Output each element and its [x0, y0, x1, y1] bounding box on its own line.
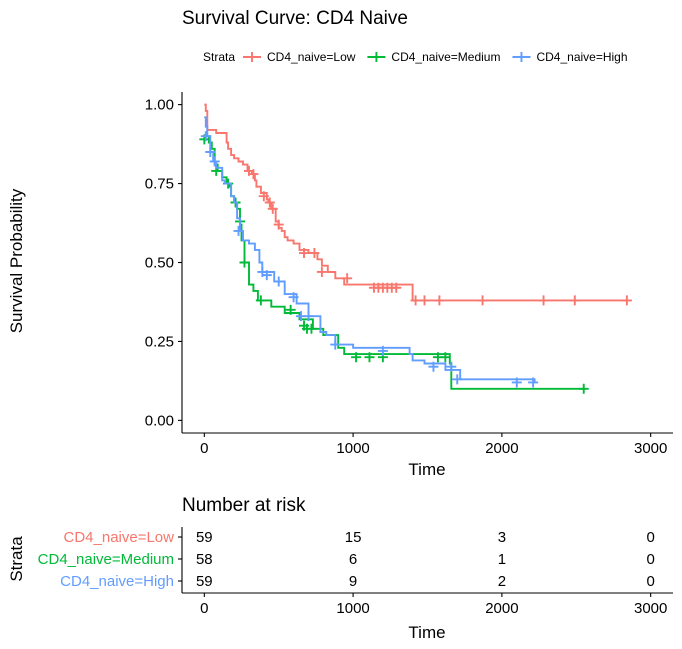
risk-table-y-label: Strata — [7, 536, 26, 582]
censor-mark — [364, 352, 375, 363]
risk-row-label: CD4_naive=Medium — [38, 551, 174, 568]
censor-mark — [264, 197, 275, 208]
x-tick-label: 2000 — [485, 440, 518, 457]
risk-table-title: Number at risk — [182, 495, 306, 516]
risk-row-label: CD4_naive=Low — [64, 529, 175, 546]
legend-item: CD4_naive=Low — [243, 50, 356, 64]
censor-mark — [205, 146, 216, 157]
censor-mark — [377, 345, 388, 356]
risk-x-tick-label: 0 — [200, 600, 208, 617]
risk-count: 0 — [647, 551, 655, 568]
censor-mark — [258, 191, 269, 202]
y-tick-label: 1.00 — [145, 97, 174, 114]
x-axis-label: Time — [408, 460, 445, 479]
risk-row-label: CD4_naive=High — [60, 573, 174, 590]
censor-mark — [569, 295, 580, 306]
censor-mark — [511, 377, 522, 388]
censor-mark — [303, 311, 314, 322]
plot-axes: 0.00 0.25 0.50 0.75 1.00 0 1000 2000 3000 — [145, 92, 673, 457]
censor-mark — [299, 248, 310, 259]
censor-mark — [309, 248, 320, 259]
censor-mark — [440, 352, 451, 363]
series-0 — [204, 103, 632, 306]
legend-key-mark — [371, 52, 382, 62]
censor-mark — [267, 203, 278, 214]
legend: Strata CD4_naive=Low CD4_naive=Medium CD4_n… — [203, 50, 628, 64]
censor-mark — [428, 361, 439, 372]
censor-mark — [306, 323, 317, 334]
risk-x-tick-label: 1000 — [336, 600, 369, 617]
risk-count: 6 — [349, 551, 357, 568]
y-tick-label: 0.25 — [145, 333, 174, 350]
censor-mark — [621, 295, 632, 306]
risk-count: 59 — [196, 529, 213, 546]
legend-label: CD4_naive=High — [536, 50, 627, 64]
censor-mark — [285, 304, 296, 315]
censor-mark — [288, 292, 299, 303]
series-line — [204, 103, 630, 302]
censor-mark — [446, 361, 457, 372]
censor-mark — [528, 377, 539, 388]
x-tick-label: 0 — [200, 440, 208, 457]
risk-count: 9 — [349, 573, 357, 590]
series-line — [204, 116, 536, 383]
censor-mark — [477, 295, 488, 306]
chart-title: Survival Curve: CD4 Naive — [182, 8, 408, 29]
censor-mark — [261, 270, 272, 281]
censor-mark — [452, 374, 463, 385]
risk-count: 0 — [647, 529, 655, 546]
risk-count: 0 — [647, 573, 655, 590]
y-axis-label: Survival Probability — [7, 188, 26, 333]
censor-mark — [419, 295, 430, 306]
risk-count: 15 — [345, 529, 362, 546]
censor-mark — [538, 295, 549, 306]
risk-x-tick-label: 2000 — [485, 600, 518, 617]
risk-count: 58 — [196, 551, 213, 568]
legend-title: Strata — [203, 50, 235, 64]
risk-count: 3 — [498, 529, 506, 546]
censor-mark — [273, 219, 284, 230]
legend-label: CD4_naive=Low — [267, 50, 356, 64]
y-tick-label: 0.75 — [145, 176, 174, 193]
series-2 — [200, 116, 539, 388]
risk-count: 59 — [196, 573, 213, 590]
risk-count: 2 — [498, 573, 506, 590]
censor-mark — [351, 352, 362, 363]
y-tick-label: 0.50 — [145, 255, 174, 272]
legend-key-mark — [516, 52, 527, 62]
censor-mark — [239, 257, 250, 268]
censor-mark — [233, 225, 244, 236]
censor-mark — [391, 282, 402, 293]
y-tick-label: 0.00 — [145, 412, 174, 429]
censor-mark — [273, 276, 284, 287]
legend-key-mark — [247, 52, 258, 62]
censor-mark — [434, 295, 445, 306]
censor-mark — [342, 273, 353, 284]
censor-mark — [248, 169, 259, 180]
legend-item: CD4_naive=Medium — [367, 50, 500, 64]
risk-table-x-label: Time — [408, 623, 445, 642]
censor-mark — [255, 295, 266, 306]
plot-curves — [199, 103, 632, 394]
censor-mark — [200, 131, 211, 142]
censor-mark — [330, 339, 341, 350]
censor-mark — [316, 266, 327, 277]
legend-item: CD4_naive=High — [512, 50, 628, 64]
x-tick-label: 1000 — [336, 440, 369, 457]
legend-label: CD4_naive=Medium — [391, 50, 500, 64]
censor-mark — [578, 383, 589, 394]
risk-count: 1 — [498, 551, 506, 568]
censor-mark — [410, 295, 421, 306]
x-tick-label: 3000 — [634, 440, 667, 457]
risk-x-tick-label: 3000 — [634, 600, 667, 617]
censor-mark — [209, 156, 220, 167]
